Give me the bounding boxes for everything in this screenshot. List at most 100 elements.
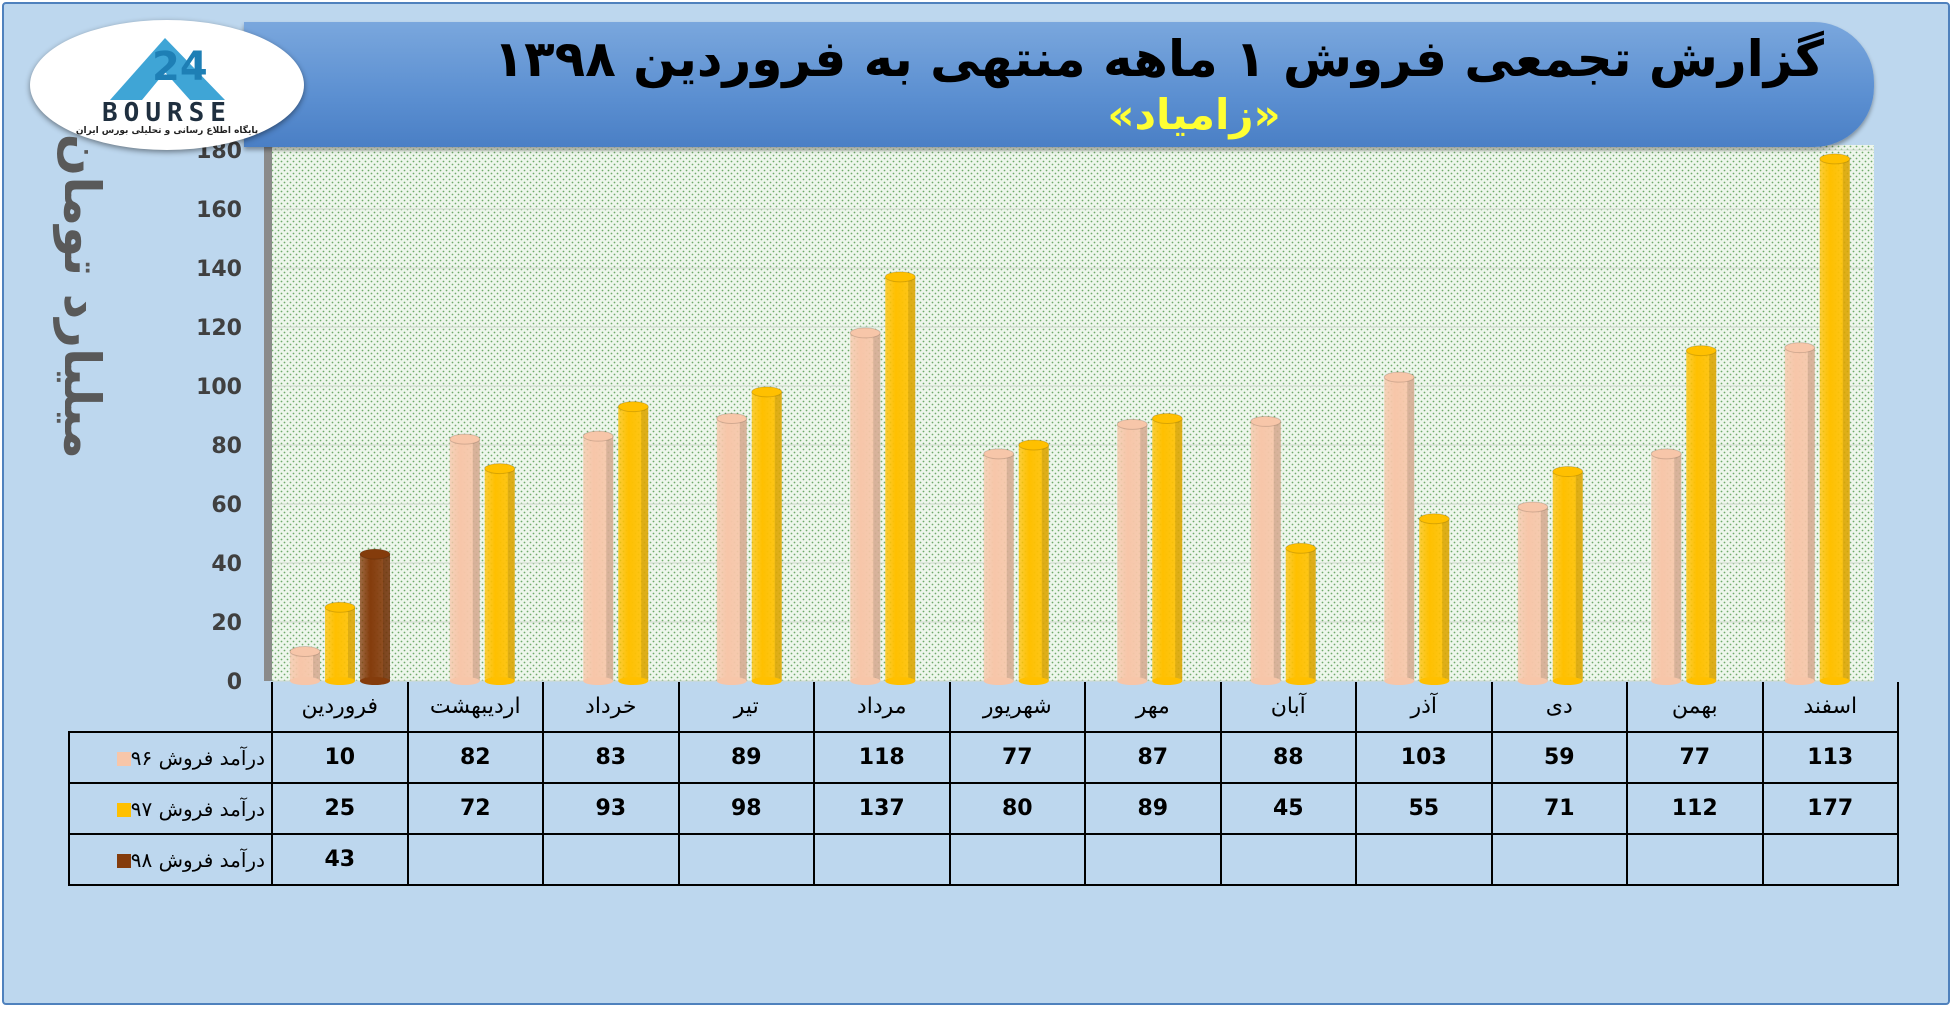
bar-body [1117,424,1148,681]
table-cell [813,833,951,886]
bar [1151,412,1183,685]
y-tick-label: 40 [211,552,242,577]
table-cell: 55 [1355,782,1493,835]
bar-shade [472,439,480,681]
bar [983,448,1015,685]
y-tick-label: 100 [196,375,242,400]
bar-shade [1674,453,1682,681]
table-cell: 10 [271,731,409,784]
table-month-header: خرداد [542,682,680,733]
bar-cap [884,271,916,283]
bar [1685,345,1717,685]
bar-cap [983,448,1015,460]
bar-body [618,406,649,681]
table-cell: 93 [542,782,680,835]
bar [1784,342,1816,685]
bar-cap [617,401,649,413]
bar-body [1651,453,1682,681]
bar-body [1018,445,1049,681]
bar-shade [383,554,390,681]
table-cell: 89 [1084,782,1222,835]
bar-shade [348,607,355,681]
bar-cap [1784,342,1816,354]
y-axis-label: میلیارد تومان [53,133,111,459]
table-cell: 103 [1355,731,1493,784]
legend-swatch [116,752,131,766]
bar-shade [606,436,614,681]
bar-body [1285,548,1316,681]
table-row: درآمد فروش ۹۸ 43 [68,833,1899,886]
table-month-header: بهمن [1626,682,1764,733]
bar-cap [1116,418,1148,430]
table-cell [406,833,544,886]
table-cell: 137 [813,782,951,835]
legend-label: درآمد فروش ۹۸ [130,847,265,872]
bar-body [1784,347,1815,681]
bar-cap [1685,345,1717,357]
bar [1116,418,1148,685]
bourse-logo: 24 BOURSE پایگاه اطلاع رسانی و تحلیلی بو… [30,20,304,150]
y-tick-label: 120 [196,316,242,341]
table-cell: 177 [1761,782,1899,835]
table-cell: 88 [1219,731,1357,784]
y-tick-label: 20 [211,611,242,636]
bar-cap [1650,448,1682,460]
table-cell: 71 [1490,782,1628,835]
bar [1552,466,1584,685]
bar-cap [1151,412,1183,424]
bar [359,548,391,685]
bar-cap [449,433,481,445]
bar-body [1686,350,1717,681]
table-cell: 98 [677,782,815,835]
table-cell: 112 [1626,782,1764,835]
bar-body [360,554,390,681]
bar [289,646,321,685]
bar-body [1517,506,1548,681]
table-month-header: مهر [1084,682,1222,733]
y-tick-label: 140 [196,257,242,282]
table-cell [677,833,815,886]
table-cell [542,833,680,886]
table-cell: 72 [406,782,544,835]
bar-cap [1418,513,1450,525]
bar-body [325,607,355,681]
table-month-header: آذر [1355,682,1493,733]
chart-title: گزارش تجمعی فروش ۱ ماهه منتهی به فروردین… [493,30,1824,88]
table-cell: 118 [813,731,951,784]
bar-shade [1842,158,1850,682]
bar [484,463,516,685]
bar [449,433,481,685]
bar-body [850,332,881,681]
bar-body [1250,421,1281,681]
bar-cap [716,412,748,424]
bar-shade [1575,471,1583,681]
bar-shade [1175,418,1183,681]
bar-cap [1383,371,1415,383]
bar-shade [908,276,916,681]
bar-body [484,468,515,681]
bar-body [1152,418,1183,681]
bar-cap [1018,439,1050,451]
bar-shade [1807,347,1815,681]
bar-shade [1140,424,1148,681]
bar-cap [1819,153,1851,165]
bar-cap [359,548,391,560]
bar-shade [1006,453,1014,681]
bar [582,430,614,685]
table-cell: 89 [677,731,815,784]
bar-cap [324,601,356,613]
table-row: درآمد فروش ۹۷ 25 72 93 98 137 80 89 45 55 71 112 177 [68,782,1899,835]
table-cell [1355,833,1493,886]
bar-shade [1709,350,1717,681]
data-table: فروردین اردیبهشت خرداد تیر مرداد شهریور مهر آبا… [68,682,1899,886]
bar-body [1419,518,1450,681]
bar [1819,153,1851,685]
legend-swatch [116,803,131,817]
bar-shade [1442,518,1450,681]
bar-cap [484,463,516,475]
legend-entry: درآمد فروش ۹۸ [68,833,273,886]
table-month-header: تیر [677,682,815,733]
legend-label: درآمد فروش ۹۷ [130,796,265,821]
table-cell: 77 [948,731,1086,784]
bar-cap [289,646,321,657]
